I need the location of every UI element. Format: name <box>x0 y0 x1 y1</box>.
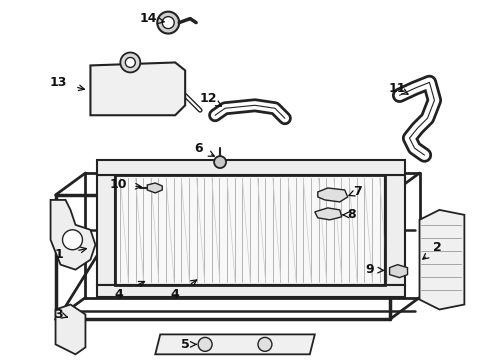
Text: 12: 12 <box>199 92 217 105</box>
Polygon shape <box>318 188 348 202</box>
Text: 14: 14 <box>140 12 157 25</box>
Circle shape <box>157 12 179 33</box>
Circle shape <box>162 17 174 28</box>
Text: 7: 7 <box>353 185 362 198</box>
Polygon shape <box>155 334 315 354</box>
Text: 9: 9 <box>366 263 374 276</box>
Circle shape <box>214 156 226 168</box>
Bar <box>385 175 405 285</box>
Bar <box>98 285 405 297</box>
Polygon shape <box>55 305 85 354</box>
Polygon shape <box>147 183 162 193</box>
Text: 4: 4 <box>171 288 179 301</box>
Text: 1: 1 <box>54 248 63 261</box>
Polygon shape <box>50 200 96 270</box>
Text: 8: 8 <box>347 208 356 221</box>
Text: 3: 3 <box>54 308 63 321</box>
Bar <box>115 175 385 285</box>
Circle shape <box>258 337 272 351</box>
Polygon shape <box>315 208 342 220</box>
Text: 10: 10 <box>110 179 127 192</box>
Circle shape <box>198 337 212 351</box>
Text: 2: 2 <box>433 241 442 254</box>
Text: 6: 6 <box>194 141 202 155</box>
Polygon shape <box>91 62 185 115</box>
Polygon shape <box>390 265 408 278</box>
Bar <box>98 160 405 175</box>
Bar <box>115 175 385 285</box>
Text: 5: 5 <box>181 338 190 351</box>
Text: 11: 11 <box>389 82 406 95</box>
Circle shape <box>125 58 135 67</box>
Polygon shape <box>419 210 465 310</box>
Text: 4: 4 <box>114 288 122 301</box>
Text: 13: 13 <box>50 76 67 89</box>
Circle shape <box>63 230 82 250</box>
Bar <box>98 175 115 285</box>
Circle shape <box>121 53 140 72</box>
